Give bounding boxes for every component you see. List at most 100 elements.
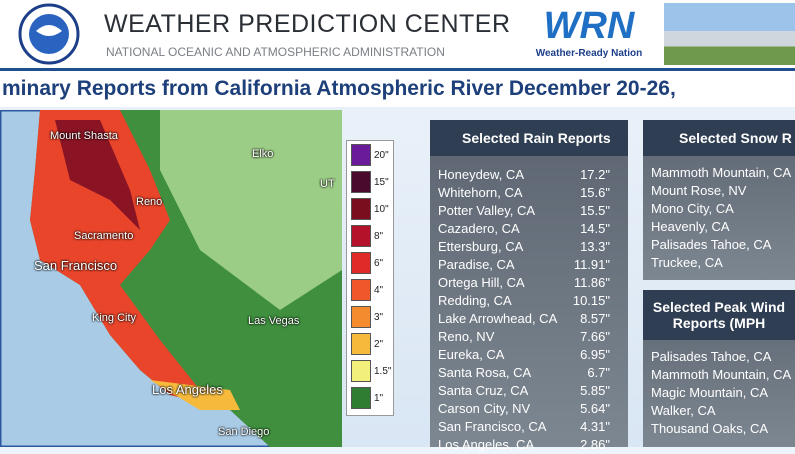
snow-row: Mono City, CA bbox=[651, 201, 734, 216]
wind-row: Walker, CA bbox=[651, 403, 716, 418]
rain-location: Whitehorn, CA bbox=[438, 185, 523, 200]
rain-amount: 15.6" bbox=[580, 185, 610, 200]
logo-caption: Weather-Ready Nation bbox=[535, 48, 643, 59]
map-label: San Francisco bbox=[34, 258, 118, 273]
rain-row: San Francisco, CA 4.31" bbox=[430, 418, 628, 436]
map-label: Reno bbox=[136, 196, 163, 208]
rain-location: Santa Cruz, CA bbox=[438, 383, 529, 398]
legend-item: 20" bbox=[347, 142, 393, 168]
legend-item: 3" bbox=[347, 304, 393, 330]
legend-label: 1" bbox=[374, 392, 384, 404]
rain-location: Santa Rosa, CA bbox=[438, 365, 532, 380]
legend: 20" 15" 10" 8" 6" 4" 3" 2" 1.5" 1" bbox=[346, 140, 394, 416]
legend-label: 1.5" bbox=[374, 365, 392, 377]
rain-amount: 11.91" bbox=[573, 257, 610, 272]
legend-swatch bbox=[351, 306, 371, 328]
rain-amount: 2.86" bbox=[580, 437, 610, 452]
agency-subtitle: NATIONAL OCEANIC AND ATMOSPHERIC ADMINIS… bbox=[106, 45, 445, 59]
rain-location: San Francisco, CA bbox=[438, 419, 547, 434]
snow-title: Selected Snow R bbox=[643, 120, 795, 156]
rain-location: Los Angeles, CA bbox=[438, 437, 535, 452]
snow-row: Heavenly, CA bbox=[651, 219, 730, 234]
map-label: Elko bbox=[252, 148, 274, 160]
rain-location: Lake Arrowhead, CA bbox=[438, 311, 558, 326]
wind-row: Thousand Oaks, CA bbox=[651, 421, 769, 436]
rain-title: Selected Rain Reports bbox=[430, 120, 628, 156]
nws-logo bbox=[18, 3, 80, 65]
wind-row: Magic Mountain, CA bbox=[651, 385, 769, 400]
legend-swatch bbox=[351, 279, 371, 301]
rain-location: Paradise, CA bbox=[438, 257, 515, 272]
rain-amount: 7.66" bbox=[580, 329, 610, 344]
legend-label: 8" bbox=[374, 230, 384, 242]
rain-amount: 15.5" bbox=[580, 203, 610, 218]
snow-row: Mammoth Mountain, CA bbox=[651, 165, 792, 180]
rain-amount: 14.5" bbox=[580, 221, 610, 236]
rain-location: Ettersburg, CA bbox=[438, 239, 524, 254]
legend-swatch bbox=[351, 387, 371, 409]
legend-label: 6" bbox=[374, 257, 384, 269]
rain-row: Paradise, CA 11.91" bbox=[430, 256, 628, 274]
legend-item: 15" bbox=[347, 169, 393, 195]
rain-panel: Selected Rain Reports Honeydew, CA 17.2" W… bbox=[430, 120, 628, 452]
rain-amount: 11.86" bbox=[573, 275, 610, 290]
rain-amount: 6.95" bbox=[580, 347, 610, 362]
rain-amount: 5.85" bbox=[580, 383, 610, 398]
wind-panel: Selected Peak Wind Reports (MPH Palisades… bbox=[643, 290, 795, 447]
wind-row: Palisades Tahoe, CA bbox=[651, 349, 772, 364]
logo-text: WRN bbox=[543, 5, 635, 47]
wind-list: Palisades Tahoe, CA Mammoth Mountain, CA M… bbox=[643, 340, 795, 438]
wind-title-line: Reports (MPH bbox=[672, 315, 766, 331]
rain-row: Carson City, NV 5.64" bbox=[430, 400, 628, 418]
legend-swatch bbox=[351, 360, 371, 382]
rain-location: Reno, NV bbox=[438, 329, 495, 344]
map-label: Mount Shasta bbox=[50, 130, 118, 142]
map-label: San Diego bbox=[218, 426, 270, 438]
legend-item: 6" bbox=[347, 250, 393, 276]
rain-row: Reno, NV 7.66" bbox=[430, 328, 628, 346]
map-label: UT bbox=[320, 178, 335, 190]
rain-location: Honeydew, CA bbox=[438, 167, 524, 182]
rain-amount: 10.15" bbox=[572, 293, 610, 308]
rain-row: Lake Arrowhead, CA 8.57" bbox=[430, 310, 628, 328]
rain-location: Ortega Hill, CA bbox=[438, 275, 525, 290]
precip-map bbox=[0, 110, 342, 447]
snow-row: Truckee, CA bbox=[651, 255, 723, 270]
legend-swatch bbox=[351, 225, 371, 247]
legend-item: 8" bbox=[347, 223, 393, 249]
rain-amount: 13.3" bbox=[580, 239, 610, 254]
rain-row: Redding, CA 10.15" bbox=[430, 292, 628, 310]
map-label: Sacramento bbox=[74, 230, 134, 242]
rain-row: Eureka, CA 6.95" bbox=[430, 346, 628, 364]
wrn-logo: WRN Weather-Ready Nation bbox=[518, 4, 660, 64]
rain-amount: 5.64" bbox=[580, 401, 610, 416]
legend-label: 20" bbox=[374, 149, 389, 161]
building-photo bbox=[664, 3, 795, 65]
rain-amount: 8.57" bbox=[580, 311, 610, 326]
snow-panel: Selected Snow R Mammoth Mountain, CA Moun… bbox=[643, 120, 795, 280]
legend-item: 1" bbox=[347, 385, 393, 411]
legend-label: 10" bbox=[374, 203, 389, 215]
agency-title: WEATHER PREDICTION CENTER bbox=[104, 10, 511, 38]
rain-location: Eureka, CA bbox=[438, 347, 505, 362]
wind-title-line: Selected Peak Wind bbox=[652, 299, 786, 315]
snow-row: Palisades Tahoe, CA bbox=[651, 237, 772, 252]
rain-location: Cazadero, CA bbox=[438, 221, 520, 236]
page-title: minary Reports from California Atmospher… bbox=[2, 77, 676, 100]
legend-swatch bbox=[351, 333, 371, 355]
rain-location: Potter Valley, CA bbox=[438, 203, 536, 218]
legend-label: 15" bbox=[374, 176, 389, 188]
rain-list: Honeydew, CA 17.2" Whitehorn, CA 15.6" Potte… bbox=[430, 156, 628, 454]
legend-swatch bbox=[351, 198, 371, 220]
map-label: Las Vegas bbox=[248, 315, 300, 327]
legend-label: 4" bbox=[374, 284, 384, 296]
legend-item: 10" bbox=[347, 196, 393, 222]
legend-swatch bbox=[351, 252, 371, 274]
legend-swatch bbox=[351, 171, 371, 193]
snow-row: Mount Rose, NV bbox=[651, 183, 747, 198]
map-label: Los Angeles bbox=[152, 382, 223, 397]
rain-row: Ettersburg, CA 13.3" bbox=[430, 238, 628, 256]
legend-item: 2" bbox=[347, 331, 393, 357]
rain-row: Los Angeles, CA 2.86" bbox=[430, 436, 628, 454]
